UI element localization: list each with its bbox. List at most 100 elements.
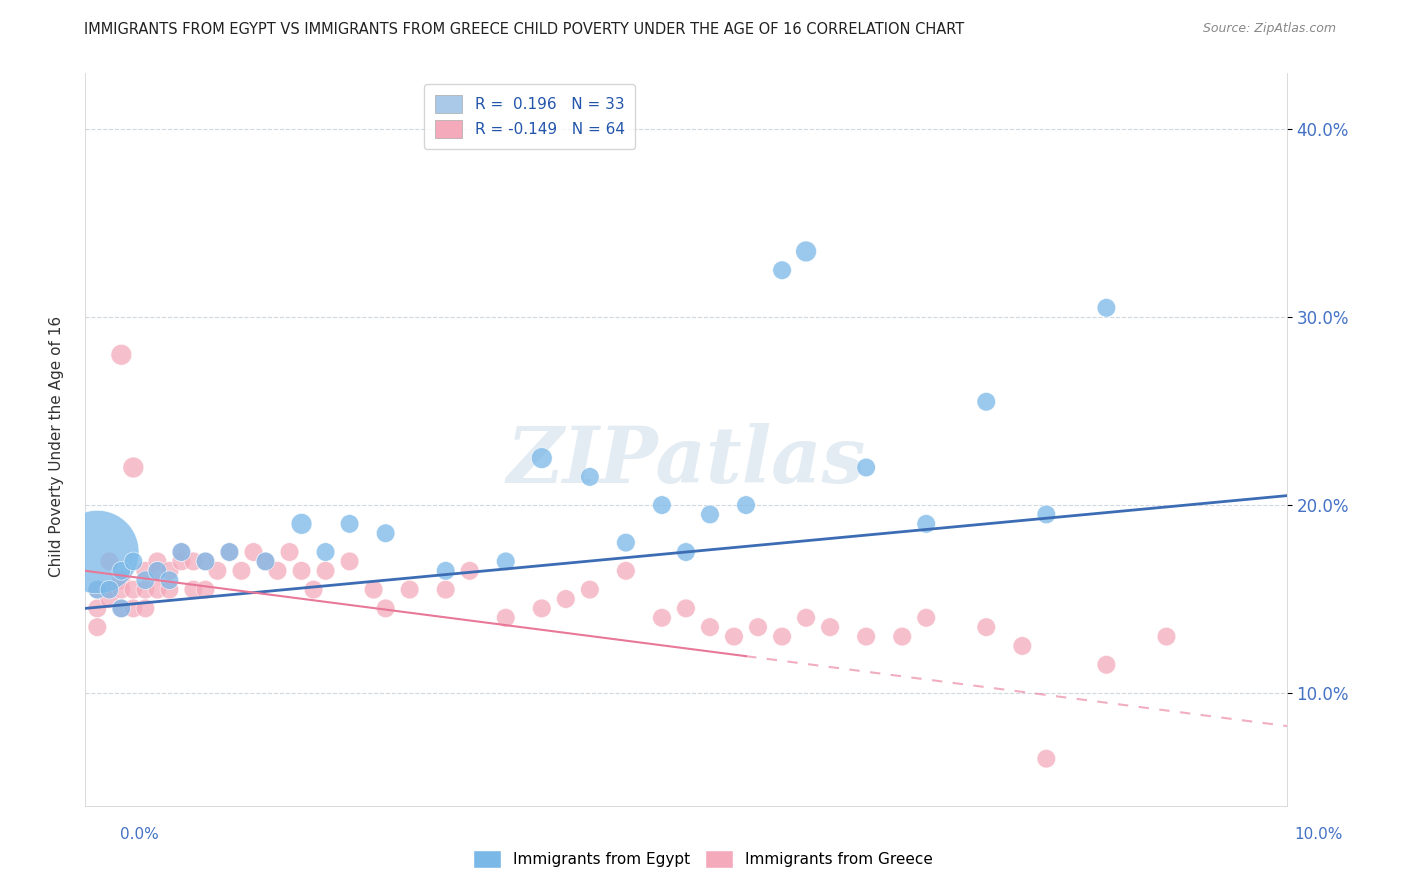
Point [974,620,997,634]
Point [290,564,312,578]
Text: 0.0%: 0.0% [120,827,159,841]
Point [122,460,145,475]
Point [207,564,229,578]
Point [374,601,396,615]
Text: 10.0%: 10.0% [1295,827,1343,841]
Point [122,554,145,568]
Point [723,630,745,644]
Point [675,545,697,559]
Text: IMMIGRANTS FROM EGYPT VS IMMIGRANTS FROM GREECE CHILD POVERTY UNDER THE AGE OF 1: IMMIGRANTS FROM EGYPT VS IMMIGRANTS FROM… [84,22,965,37]
Point [915,611,938,625]
Point [194,554,217,568]
Text: ZIPatlas: ZIPatlas [506,423,866,500]
Point [651,498,673,512]
Point [1095,301,1118,315]
Point [110,582,132,597]
Text: Child Poverty Under the Age of 16: Child Poverty Under the Age of 16 [49,316,63,576]
Point [855,630,877,644]
Point [122,601,145,615]
Point [374,526,396,541]
Point [579,582,602,597]
Point [278,545,301,559]
Point [110,348,132,362]
Point [134,564,156,578]
Point [98,554,121,568]
Point [974,394,997,409]
Point [495,554,517,568]
Point [170,545,193,559]
Legend: R =  0.196   N = 33, R = -0.149   N = 64: R = 0.196 N = 33, R = -0.149 N = 64 [425,84,636,149]
Point [146,564,169,578]
Point [110,573,132,587]
Point [747,620,769,634]
Point [254,554,277,568]
Point [194,582,217,597]
Point [855,460,877,475]
Point [915,516,938,531]
Point [651,611,673,625]
Point [495,611,517,625]
Point [134,573,156,587]
Point [86,601,108,615]
Point [770,263,793,277]
Point [86,620,108,634]
Point [134,601,156,615]
Point [110,601,132,615]
Point [231,564,253,578]
Point [434,564,457,578]
Legend: Immigrants from Egypt, Immigrants from Greece: Immigrants from Egypt, Immigrants from G… [467,844,939,873]
Point [170,554,193,568]
Point [266,564,288,578]
Point [614,564,637,578]
Point [458,564,481,578]
Point [86,582,108,597]
Point [1156,630,1178,644]
Point [146,582,169,597]
Point [134,582,156,597]
Point [157,573,180,587]
Point [1095,657,1118,672]
Point [122,582,145,597]
Point [434,582,457,597]
Point [1011,639,1033,653]
Point [794,244,817,259]
Point [891,630,914,644]
Point [339,554,361,568]
Point [254,554,277,568]
Point [398,582,420,597]
Point [770,630,793,644]
Point [339,516,361,531]
Point [315,564,337,578]
Point [675,601,697,615]
Point [735,498,758,512]
Point [579,470,602,484]
Point [110,564,132,578]
Point [302,582,325,597]
Point [530,601,553,615]
Point [86,582,108,597]
Point [157,582,180,597]
Point [699,620,721,634]
Point [530,451,553,466]
Point [1035,752,1057,766]
Point [98,582,121,597]
Point [290,516,312,531]
Point [818,620,841,634]
Text: Source: ZipAtlas.com: Source: ZipAtlas.com [1202,22,1336,36]
Point [183,554,205,568]
Point [363,582,385,597]
Point [157,564,180,578]
Point [315,545,337,559]
Point [1035,508,1057,522]
Point [86,545,108,559]
Point [98,592,121,607]
Point [98,582,121,597]
Point [614,535,637,549]
Point [242,545,264,559]
Point [699,508,721,522]
Point [146,554,169,568]
Point [183,582,205,597]
Point [554,592,576,607]
Point [794,611,817,625]
Point [146,564,169,578]
